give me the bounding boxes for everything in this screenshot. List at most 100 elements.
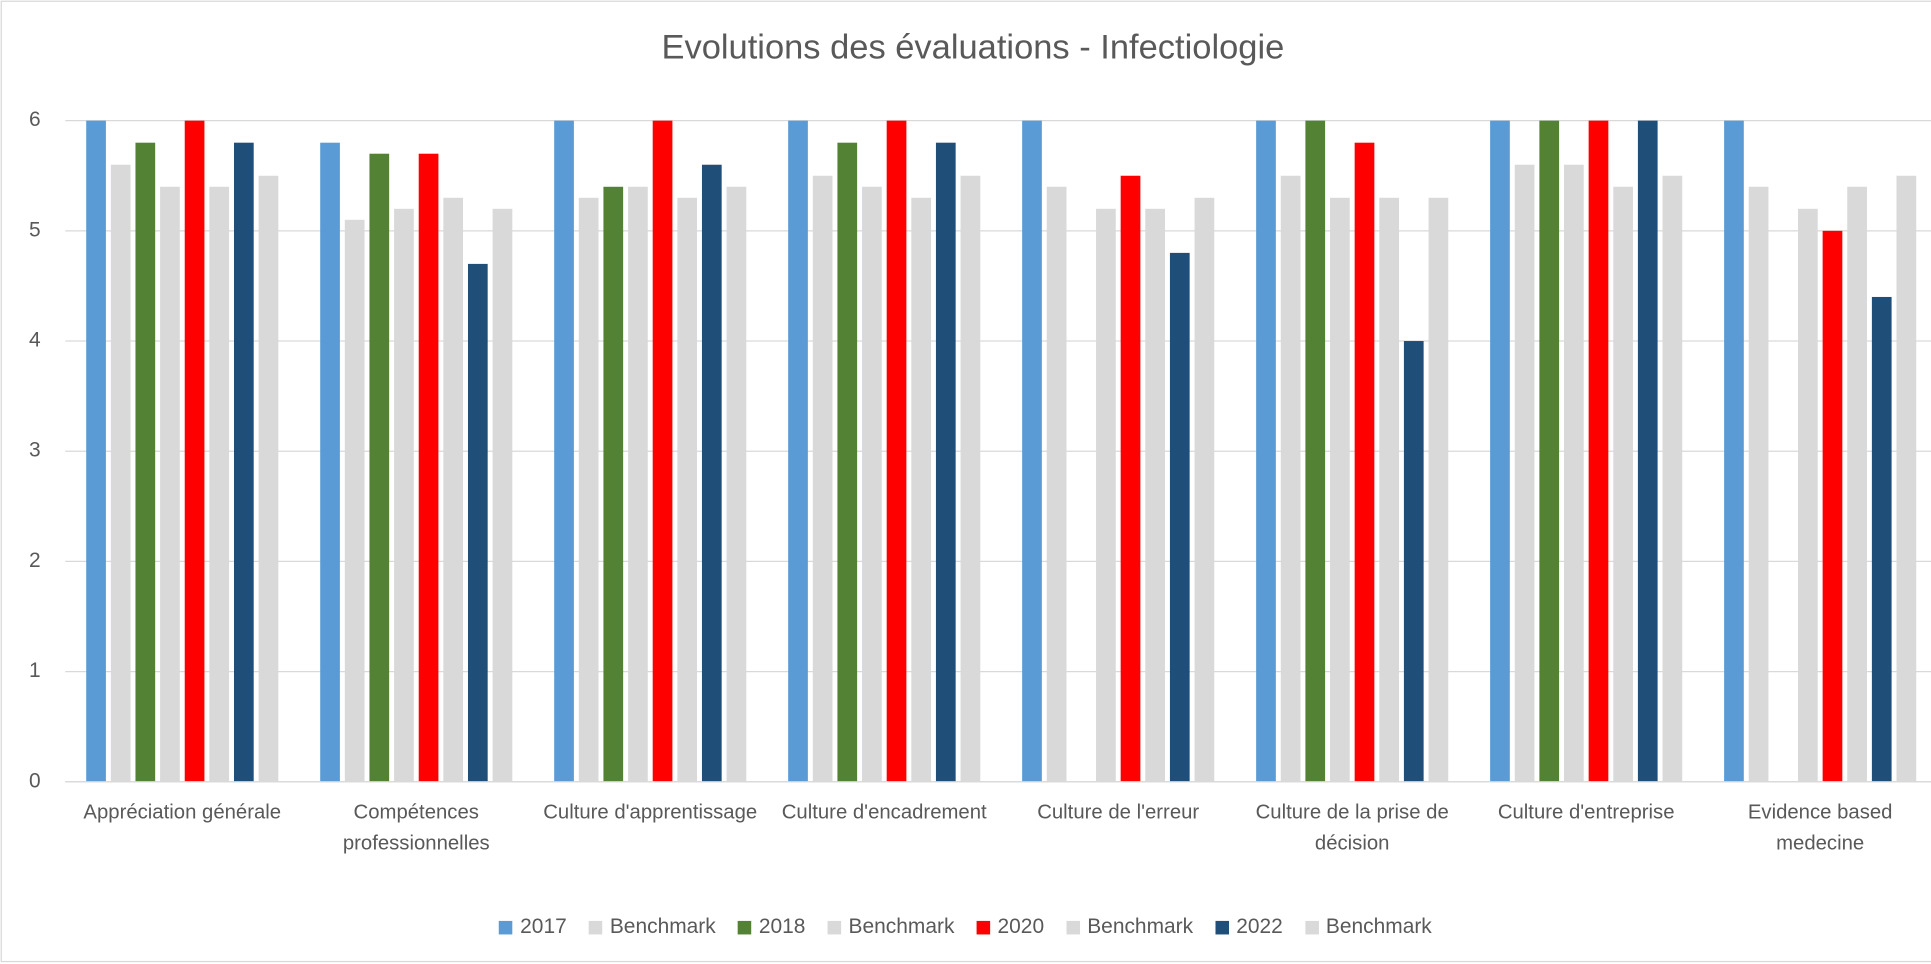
bar [86,120,106,782]
legend-swatch [976,920,991,935]
bar [701,164,722,782]
bar [1871,296,1892,782]
bar [184,120,205,782]
legend-item: Benchmark [588,914,716,940]
legend-swatch [499,920,513,935]
legend-item: Benchmark [1066,915,1193,940]
bar [837,142,858,782]
bar [603,186,624,782]
y-tick-label: 5 [29,218,41,241]
y-tick-label: 3 [29,439,41,462]
bar [1280,175,1301,782]
bar [677,197,698,782]
legend-label: 2017 [520,914,567,939]
bar [418,153,439,782]
x-tick-label: Culture d'encadrement [781,801,987,824]
x-tick-label-box: Culture de l'erreur [1037,801,1199,823]
x-tick-label: Culture d'entreprise [1497,801,1675,824]
bar [1120,175,1141,782]
legend-item: 2020 [976,914,1045,940]
legend-label: 2022 [1236,914,1283,939]
legend-swatch [1215,920,1229,935]
legend-label: 2020 [997,914,1045,939]
bar [1403,341,1424,782]
y-tick-label: 0 [29,769,41,792]
bar [886,120,907,782]
legend-item: 2022 [1215,915,1283,940]
bar [960,175,981,782]
bar [110,164,131,782]
legend-swatch [588,920,603,935]
y-tick-label: 6 [29,108,41,131]
bar [1022,120,1042,782]
bar [1797,208,1818,782]
bar [394,208,414,782]
x-tick-label-box: Culture d'encadrement [781,801,987,824]
legend-label: Benchmark [1325,914,1432,939]
bar [369,153,390,782]
legend-swatch [1066,920,1080,935]
bar [344,219,365,782]
bar [1564,164,1584,782]
bar [1330,197,1350,782]
legend-item: 2017 [499,915,567,940]
bar [1748,186,1769,782]
y-tick-label: 2 [29,549,41,572]
bar [492,208,513,782]
bar [467,263,488,782]
x-tick-label-box: Culture de la prise de décision [1255,801,1449,855]
bar [233,142,254,782]
x-tick-label-box: Evidence based medecine [1747,801,1893,855]
bar [1354,142,1375,782]
bar [320,142,340,782]
legend-swatch [827,920,842,935]
bar [209,186,230,782]
legend-item: 2018 [737,914,806,940]
bar [1896,175,1917,782]
bar [1662,175,1683,782]
bar [726,186,747,782]
bar [258,175,279,782]
bar [578,197,599,782]
bar [554,120,574,782]
x-tick-label-box: Appréciation générale [83,801,281,823]
y-tick-label: 4 [29,329,41,352]
bar [1379,197,1399,782]
x-tick-label-box: Compétences professionnelles [342,801,490,855]
bar [1588,120,1609,782]
x-tick-label: Culture d'apprentissage [543,801,758,824]
bar [160,186,180,782]
legend-swatch [1304,920,1319,935]
bar [1539,120,1560,782]
legend-box: 2017 Benchmark 2018 Benchmark 2020 Benchmark 2… [0,915,1931,940]
x-tick-label-box: Culture d'entreprise [1497,801,1675,824]
bar [1822,230,1843,782]
bar [1256,120,1276,782]
bar [1428,197,1449,782]
legend-swatch [737,920,752,935]
legend-label: Benchmark [609,914,716,939]
bar [628,186,648,782]
y-tick-label: 1 [29,659,41,682]
chart-title: Evolutions des évaluations - Infectiolog… [661,28,1284,66]
bar [1490,120,1510,782]
x-tick-label: Compétences professionnelles [342,801,490,855]
x-tick-label-box: Culture d'apprentissage [543,801,758,824]
bar [443,197,464,782]
bar [911,197,932,782]
bar [652,120,673,782]
x-tick-label: Evidence based medecine [1747,801,1893,855]
legend-label: 2018 [758,914,806,939]
bar [1169,252,1190,782]
bar [1046,186,1067,782]
legend: 2017 Benchmark 2018 Benchmark 2020 Benchmark 2… [0,915,1931,940]
bar [1724,120,1744,782]
legend-label: Benchmark [1087,914,1194,939]
legend-item: Benchmark [1304,914,1432,940]
bar [935,142,956,782]
bar [812,175,833,782]
x-tick-label: Culture de la prise de décision [1255,801,1449,855]
legend-label: Benchmark [848,914,955,939]
